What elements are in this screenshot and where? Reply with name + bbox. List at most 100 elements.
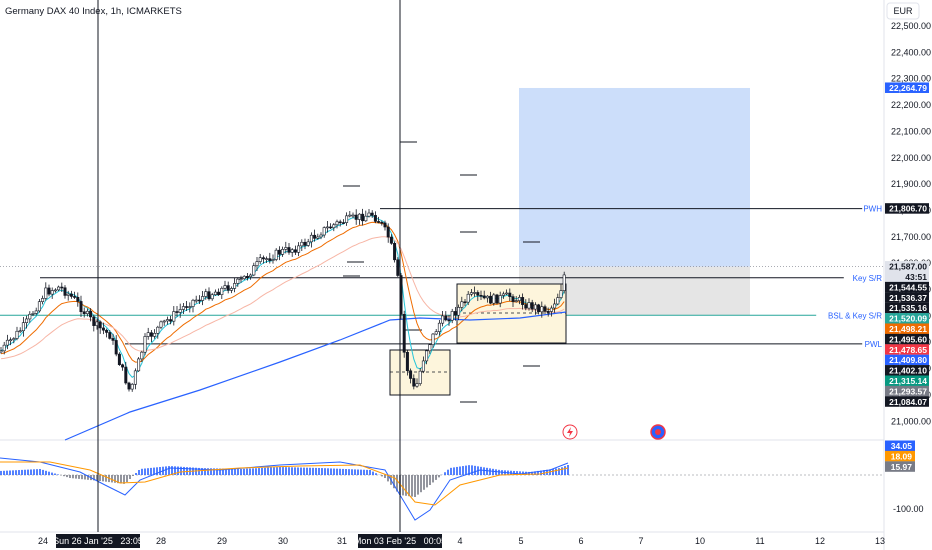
- candle[interactable]: [37, 301, 41, 312]
- candle[interactable]: [66, 293, 70, 296]
- price-axis[interactable]: 22,500.00 22,400.00 22,300.00 22,200.00 22,1…: [885, 21, 931, 514]
- candle[interactable]: [441, 315, 445, 324]
- candle[interactable]: [50, 290, 54, 295]
- candle[interactable]: [485, 295, 489, 299]
- candle[interactable]: [453, 311, 457, 316]
- candle[interactable]: [159, 321, 163, 328]
- candle[interactable]: [265, 258, 269, 260]
- candle[interactable]: [76, 296, 80, 302]
- candle[interactable]: [303, 241, 307, 246]
- candle[interactable]: [511, 296, 515, 302]
- candle[interactable]: [41, 298, 45, 302]
- candle[interactable]: [149, 332, 153, 337]
- candle[interactable]: [444, 315, 448, 321]
- candle[interactable]: [338, 221, 342, 224]
- candle[interactable]: [181, 306, 185, 310]
- candle[interactable]: [287, 247, 291, 253]
- target-zone[interactable]: [519, 87, 750, 267]
- candle[interactable]: [348, 214, 352, 217]
- candle[interactable]: [341, 222, 345, 224]
- candle[interactable]: [428, 344, 432, 352]
- candle[interactable]: [220, 287, 224, 295]
- candle[interactable]: [130, 383, 134, 390]
- candle[interactable]: [268, 258, 272, 261]
- candle[interactable]: [306, 241, 310, 246]
- candle[interactable]: [556, 297, 560, 305]
- candle[interactable]: [194, 299, 198, 302]
- candle[interactable]: [121, 364, 125, 368]
- candle[interactable]: [172, 311, 176, 322]
- candle[interactable]: [473, 292, 477, 294]
- candle[interactable]: [460, 301, 464, 308]
- candle[interactable]: [143, 336, 147, 353]
- candle[interactable]: [405, 351, 409, 372]
- candle[interactable]: [21, 322, 25, 332]
- candle[interactable]: [15, 330, 19, 339]
- currency-button[interactable]: EUR: [886, 2, 920, 20]
- candle[interactable]: [316, 236, 320, 239]
- candle[interactable]: [255, 261, 259, 267]
- candle[interactable]: [329, 226, 333, 229]
- candle[interactable]: [34, 310, 38, 314]
- candle[interactable]: [69, 293, 73, 297]
- candle[interactable]: [233, 283, 237, 289]
- candle[interactable]: [498, 295, 502, 304]
- candle[interactable]: [559, 290, 563, 298]
- candle[interactable]: [421, 360, 425, 372]
- candle[interactable]: [63, 287, 67, 296]
- candle[interactable]: [345, 215, 349, 223]
- candle[interactable]: [79, 301, 83, 313]
- candle[interactable]: [479, 294, 483, 297]
- candle[interactable]: [418, 370, 422, 384]
- candle[interactable]: [335, 221, 339, 226]
- candle[interactable]: [213, 291, 217, 296]
- candle[interactable]: [9, 339, 13, 342]
- candle[interactable]: [425, 350, 429, 362]
- candle[interactable]: [437, 322, 441, 332]
- candle[interactable]: [204, 291, 208, 297]
- candle[interactable]: [137, 358, 141, 372]
- candle[interactable]: [402, 314, 406, 353]
- candle[interactable]: [386, 226, 390, 238]
- candle[interactable]: [412, 378, 416, 387]
- candle[interactable]: [533, 304, 537, 310]
- candle[interactable]: [252, 265, 256, 276]
- candle[interactable]: [18, 330, 22, 333]
- candle[interactable]: [553, 303, 557, 309]
- candle[interactable]: [332, 224, 336, 229]
- candle[interactable]: [53, 289, 57, 292]
- candle[interactable]: [229, 288, 233, 291]
- candle[interactable]: [12, 338, 16, 341]
- candle[interactable]: [178, 309, 182, 313]
- candle[interactable]: [364, 215, 368, 222]
- candle[interactable]: [114, 340, 118, 355]
- candle[interactable]: [201, 296, 205, 301]
- candle[interactable]: [44, 287, 48, 299]
- candle[interactable]: [85, 310, 89, 315]
- candle[interactable]: [293, 249, 297, 253]
- candle[interactable]: [383, 222, 387, 228]
- candle[interactable]: [457, 307, 461, 316]
- candle[interactable]: [236, 278, 240, 284]
- candle[interactable]: [111, 338, 115, 341]
- candle[interactable]: [162, 320, 166, 323]
- candle[interactable]: [117, 353, 121, 366]
- candle[interactable]: [197, 299, 201, 302]
- candle[interactable]: [313, 234, 317, 239]
- candle[interactable]: [169, 319, 173, 322]
- candle[interactable]: [370, 212, 374, 216]
- candle[interactable]: [297, 245, 301, 253]
- candle[interactable]: [431, 333, 435, 346]
- candle[interactable]: [469, 292, 473, 295]
- candle[interactable]: [543, 306, 547, 312]
- candle[interactable]: [284, 247, 288, 250]
- candle[interactable]: [396, 259, 400, 276]
- candle[interactable]: [492, 294, 496, 304]
- candle[interactable]: [153, 333, 157, 337]
- candle[interactable]: [514, 300, 518, 302]
- candle[interactable]: [245, 275, 249, 278]
- candle[interactable]: [146, 332, 150, 337]
- candle[interactable]: [527, 302, 531, 309]
- candle[interactable]: [140, 351, 144, 360]
- candle[interactable]: [223, 285, 227, 289]
